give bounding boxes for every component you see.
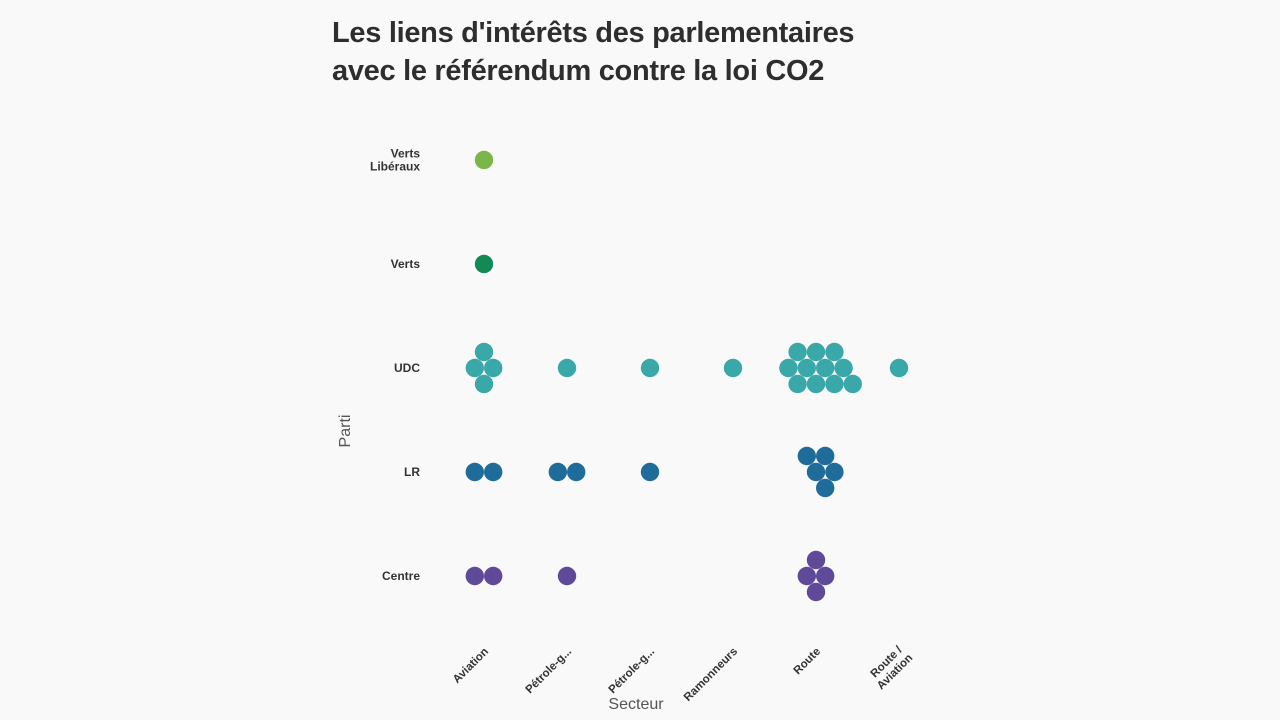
- data-point[interactable]: [640, 358, 660, 378]
- data-point[interactable]: [640, 462, 660, 482]
- data-point[interactable]: [567, 462, 586, 482]
- x-tick-label: Pétrole-g...: [524, 646, 575, 697]
- x-axis-labels: Aviation Pétrole-g... Pétrole-g... Ramonneu…: [451, 643, 915, 704]
- x-axis-title: Secteur: [608, 696, 664, 713]
- data-point[interactable]: [889, 358, 909, 378]
- data-point[interactable]: [797, 446, 816, 466]
- x-tick-label: Ramonneurs: [682, 646, 740, 704]
- data-point[interactable]: [779, 358, 798, 378]
- dots-layer: [465, 150, 909, 602]
- y-axis-title: Parti: [337, 415, 354, 448]
- data-point[interactable]: [806, 342, 826, 362]
- data-point[interactable]: [816, 358, 835, 378]
- y-tick-label: Verts: [391, 257, 421, 271]
- data-point[interactable]: [816, 566, 835, 586]
- data-point[interactable]: [484, 358, 503, 378]
- data-point[interactable]: [474, 254, 494, 274]
- x-tick-label: Aviation: [451, 646, 491, 686]
- chart-title-line-1: Les liens d'intérêts des parlementaires: [332, 17, 855, 49]
- x-tick-label: Pétrole-g...: [607, 646, 658, 697]
- x-tick-label: Route /Aviation: [866, 643, 915, 692]
- data-point[interactable]: [834, 358, 853, 378]
- y-axis-labels: Verts Libéraux Verts UDC LR Centre: [370, 147, 420, 584]
- data-point[interactable]: [484, 566, 503, 586]
- chart-title: Les liens d'intérêts des parlementaires …: [332, 14, 952, 90]
- data-point[interactable]: [816, 446, 835, 466]
- data-point[interactable]: [825, 462, 844, 482]
- data-point[interactable]: [465, 566, 484, 586]
- data-point[interactable]: [797, 358, 816, 378]
- data-point[interactable]: [548, 462, 567, 482]
- x-tick-label: Route: [792, 646, 824, 678]
- data-point[interactable]: [723, 358, 743, 378]
- data-point[interactable]: [806, 582, 826, 602]
- y-tick-label: Verts Libéraux: [370, 147, 420, 174]
- data-point[interactable]: [474, 150, 494, 170]
- data-point[interactable]: [465, 462, 484, 482]
- data-point[interactable]: [484, 462, 503, 482]
- data-point[interactable]: [474, 342, 494, 362]
- data-point[interactable]: [474, 374, 494, 394]
- y-tick-label: LR: [404, 465, 420, 479]
- data-point[interactable]: [806, 550, 826, 570]
- chart-title-line-2: avec le référendum contre la loi CO2: [332, 55, 825, 87]
- data-point[interactable]: [806, 374, 826, 394]
- data-point[interactable]: [788, 374, 807, 394]
- data-point[interactable]: [843, 374, 862, 394]
- data-point[interactable]: [557, 358, 577, 378]
- y-tick-label: UDC: [394, 361, 420, 375]
- data-point[interactable]: [806, 462, 826, 482]
- data-point[interactable]: [557, 566, 577, 586]
- y-tick-label: Centre: [382, 569, 420, 583]
- data-point[interactable]: [465, 358, 484, 378]
- data-point[interactable]: [788, 342, 807, 362]
- data-point[interactable]: [825, 342, 844, 362]
- data-point[interactable]: [816, 478, 835, 498]
- data-point[interactable]: [825, 374, 844, 394]
- data-point[interactable]: [797, 566, 816, 586]
